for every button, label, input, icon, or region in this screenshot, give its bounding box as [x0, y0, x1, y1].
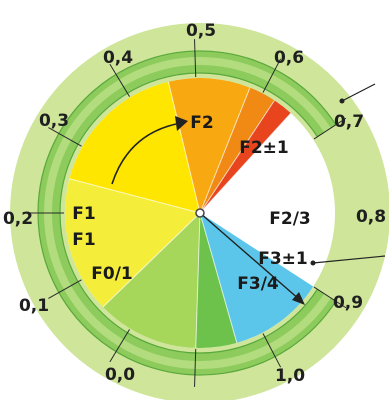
sector-divider-7 — [199, 112, 292, 214]
sector-labels: F0/1 F1 F1 F2 F2±1 F2/3 F3±1 F3/4 — [72, 113, 310, 294]
tick-2 — [194, 348, 197, 387]
tick-9 — [262, 58, 282, 93]
sector-divider-5 — [199, 87, 251, 214]
sector-7 — [200, 100, 291, 213]
sector-label-f1-lower: F1 — [72, 230, 95, 250]
sector-divider-1 — [195, 212, 201, 348]
sector-divider-0 — [199, 212, 238, 344]
sector-1 — [195, 213, 237, 348]
callout-dot-lower — [310, 260, 316, 266]
scale-labels: 0,0 0,1 0,2 0,3 0,4 0,5 0,6 0,7 0,8 0,9 … — [3, 21, 386, 386]
sector-divider-3 — [69, 178, 201, 214]
sector-4 — [69, 81, 200, 213]
sector-5 — [168, 77, 250, 213]
scale-label-0-8: 0,8 — [356, 207, 386, 227]
scale-label-0-3: 0,3 — [39, 111, 69, 131]
scale-label-0-2: 0,2 — [3, 209, 33, 229]
scale-label-1-0: 1,0 — [275, 366, 305, 386]
tick-7 — [109, 63, 130, 97]
sector-label-f3-pm1: F3±1 — [258, 249, 308, 269]
tick-4 — [48, 279, 82, 299]
sector-label-f2-pm1: F2±1 — [239, 138, 289, 158]
tick-1 — [262, 333, 282, 368]
tick-3 — [109, 329, 130, 363]
sector-2 — [103, 213, 200, 348]
needle-line — [199, 212, 301, 301]
sector-divider-4 — [167, 81, 201, 214]
pointer-lines — [111, 83, 386, 305]
sector-0 — [200, 213, 314, 343]
scale-label-0-9: 0,9 — [333, 293, 363, 313]
scale-ticks — [26, 39, 347, 387]
tick-10 — [313, 117, 347, 140]
tick-8 — [194, 39, 197, 78]
sector-layer — [64, 77, 335, 348]
scale-label-0-7: 0,7 — [334, 112, 364, 132]
scale-label-0-6: 0,6 — [274, 48, 304, 68]
center-pivot — [195, 208, 205, 218]
tick-0 — [313, 286, 347, 309]
sector-label-f3-4: F3/4 — [237, 274, 279, 294]
sector-6 — [200, 87, 275, 213]
callout-line-lower — [312, 255, 386, 264]
sector-divider-6 — [199, 100, 275, 214]
scale-label-0-1: 0,1 — [19, 296, 49, 316]
sector-label-f0-1: F0/1 — [91, 264, 132, 284]
scale-label-0-5: 0,5 — [186, 21, 216, 41]
scale-label-0-0: 0,0 — [105, 365, 135, 385]
sector-divider-2 — [102, 212, 201, 308]
progress-arrow — [111, 123, 177, 185]
sector-label-f2: F2 — [190, 113, 213, 133]
callout-dot-upper — [339, 98, 345, 104]
needle-arrowhead-icon — [292, 292, 305, 305]
callout-line-upper — [341, 83, 376, 102]
progress-arrowhead-icon — [175, 116, 188, 131]
scale-label-0-4: 0,4 — [103, 48, 133, 68]
sector-3 — [64, 178, 200, 307]
tick-6 — [48, 127, 82, 147]
sector-label-f1-upper: F1 — [72, 204, 95, 224]
sector-label-f2-3: F2/3 — [269, 209, 310, 229]
